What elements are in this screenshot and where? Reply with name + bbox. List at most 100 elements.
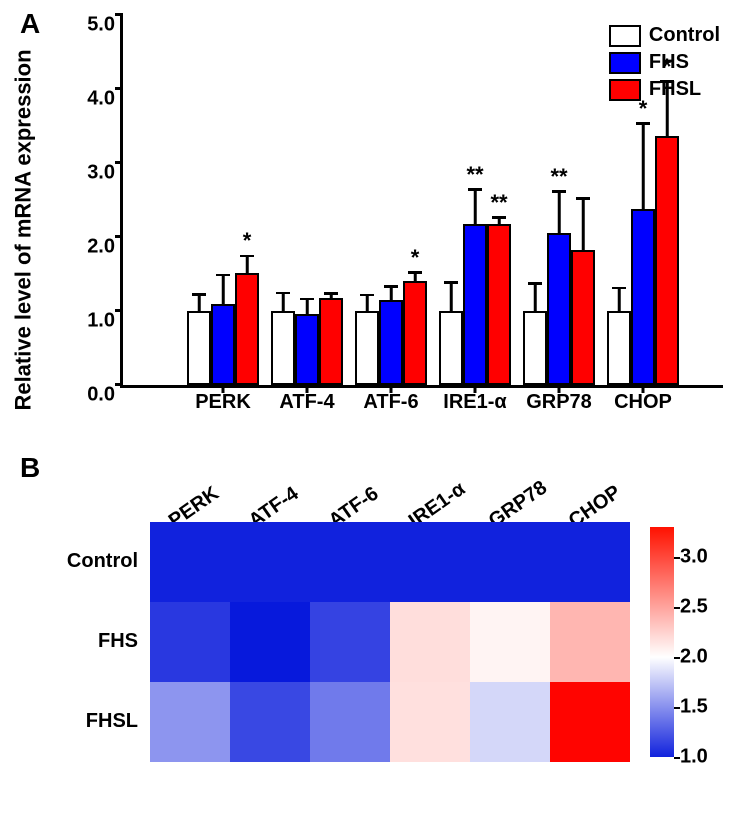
y-tick-label: 5.0	[87, 14, 115, 37]
legend-item: FHSL	[609, 78, 720, 101]
legend-label: Control	[649, 24, 720, 47]
heatmap-row	[150, 602, 630, 682]
error-cap	[276, 292, 290, 295]
error-bar	[618, 288, 621, 311]
bar	[607, 311, 631, 385]
heatmap-cell	[390, 522, 470, 602]
error-cap	[444, 281, 458, 284]
heatmap-cell	[550, 602, 630, 682]
y-tick-label: 4.0	[87, 88, 115, 111]
legend-swatch	[609, 52, 641, 74]
error-bar	[390, 287, 393, 300]
heatmap-cell	[230, 522, 310, 602]
bar	[487, 224, 511, 385]
error-bar	[198, 295, 201, 311]
bar	[319, 298, 343, 385]
bar	[187, 311, 211, 385]
x-tick-label: ATF-6	[363, 391, 418, 414]
significance-marker: **	[550, 164, 567, 190]
legend-label: FHSL	[649, 78, 701, 101]
bar	[403, 281, 427, 385]
legend: Control FHS FHSL	[609, 20, 720, 105]
bar	[271, 311, 295, 385]
error-bar	[474, 190, 477, 224]
heatmap-cell	[390, 602, 470, 682]
legend-swatch	[609, 79, 641, 101]
significance-marker: *	[243, 228, 252, 254]
heatmap-cell	[470, 602, 550, 682]
x-tick-label: PERK	[195, 391, 251, 414]
y-tick-mark	[115, 309, 123, 312]
error-bar	[642, 124, 645, 209]
panel-a-label: A	[20, 8, 40, 40]
colorbar-gradient	[650, 527, 674, 757]
error-cap	[636, 122, 650, 125]
figure: A Relative level of mRNA expression 0.0 1…	[0, 0, 750, 818]
y-tick-label: 0.0	[87, 384, 115, 407]
error-cap	[192, 293, 206, 296]
bar	[655, 136, 679, 385]
significance-marker: **	[490, 190, 507, 216]
error-bar	[246, 256, 249, 272]
panel-b: B PERKATF-4ATF-6IRE1-αGRP78CHOP ControlF…	[0, 452, 750, 812]
error-bar	[414, 273, 417, 282]
error-bar	[582, 199, 585, 251]
bar	[439, 311, 463, 385]
legend-swatch	[609, 25, 641, 47]
error-cap	[612, 287, 626, 290]
heatmap-cell	[150, 522, 230, 602]
error-cap	[576, 197, 590, 200]
bar	[631, 209, 655, 385]
legend-item: Control	[609, 24, 720, 47]
error-bar	[222, 276, 225, 304]
error-cap	[552, 190, 566, 193]
heatmap-cell	[470, 682, 550, 762]
legend-item: FHS	[609, 51, 720, 74]
bar	[523, 311, 547, 385]
heatmap-cell	[150, 682, 230, 762]
y-tick-mark	[115, 13, 123, 16]
x-tick-label: IRE1-α	[443, 391, 506, 414]
bar	[379, 300, 403, 385]
y-tick-mark	[115, 235, 123, 238]
colorbar: 1.01.52.02.53.0	[650, 527, 730, 757]
error-cap	[528, 282, 542, 285]
bar	[211, 304, 235, 385]
colorbar-tick-label: 2.0	[680, 646, 708, 669]
colorbar-tick-label: 2.5	[680, 596, 708, 619]
y-tick-label: 3.0	[87, 162, 115, 185]
heatmap-cell	[230, 682, 310, 762]
heatmap-cell	[390, 682, 470, 762]
heatmap-row	[150, 682, 630, 762]
colorbar-tick-label: 3.0	[680, 546, 708, 569]
significance-marker: **	[466, 162, 483, 188]
y-tick-label: 2.0	[87, 236, 115, 259]
y-tick-label: 1.0	[87, 310, 115, 333]
y-axis-ticks: 0.01.02.03.04.05.0	[75, 15, 115, 385]
y-tick-mark	[115, 383, 123, 386]
heatmap-row-label: FHS	[98, 630, 138, 653]
error-bar	[282, 293, 285, 311]
error-cap	[324, 292, 338, 295]
heatmap-column-labels: PERKATF-4ATF-6IRE1-αGRP78CHOP	[0, 452, 750, 522]
heatmap-cell	[310, 602, 390, 682]
panel-a: A Relative level of mRNA expression 0.0 1…	[0, 0, 750, 430]
error-cap	[384, 285, 398, 288]
y-axis-label: Relative level of mRNA expression	[14, 45, 34, 415]
heatmap-cell	[230, 602, 310, 682]
heatmap-cell	[470, 522, 550, 602]
heatmap-row-label: FHSL	[86, 710, 138, 733]
heatmap-cell	[550, 682, 630, 762]
error-cap	[468, 188, 482, 191]
y-tick-mark	[115, 87, 123, 90]
bar	[295, 314, 319, 385]
bar	[547, 233, 571, 385]
bar	[571, 250, 595, 385]
error-bar	[450, 283, 453, 311]
bar	[463, 224, 487, 385]
heatmap-row	[150, 522, 630, 602]
x-tick-label: ATF-4	[279, 391, 334, 414]
colorbar-tick-label: 1.5	[680, 696, 708, 719]
bar	[235, 273, 259, 385]
x-tick-label: CHOP	[614, 391, 672, 414]
